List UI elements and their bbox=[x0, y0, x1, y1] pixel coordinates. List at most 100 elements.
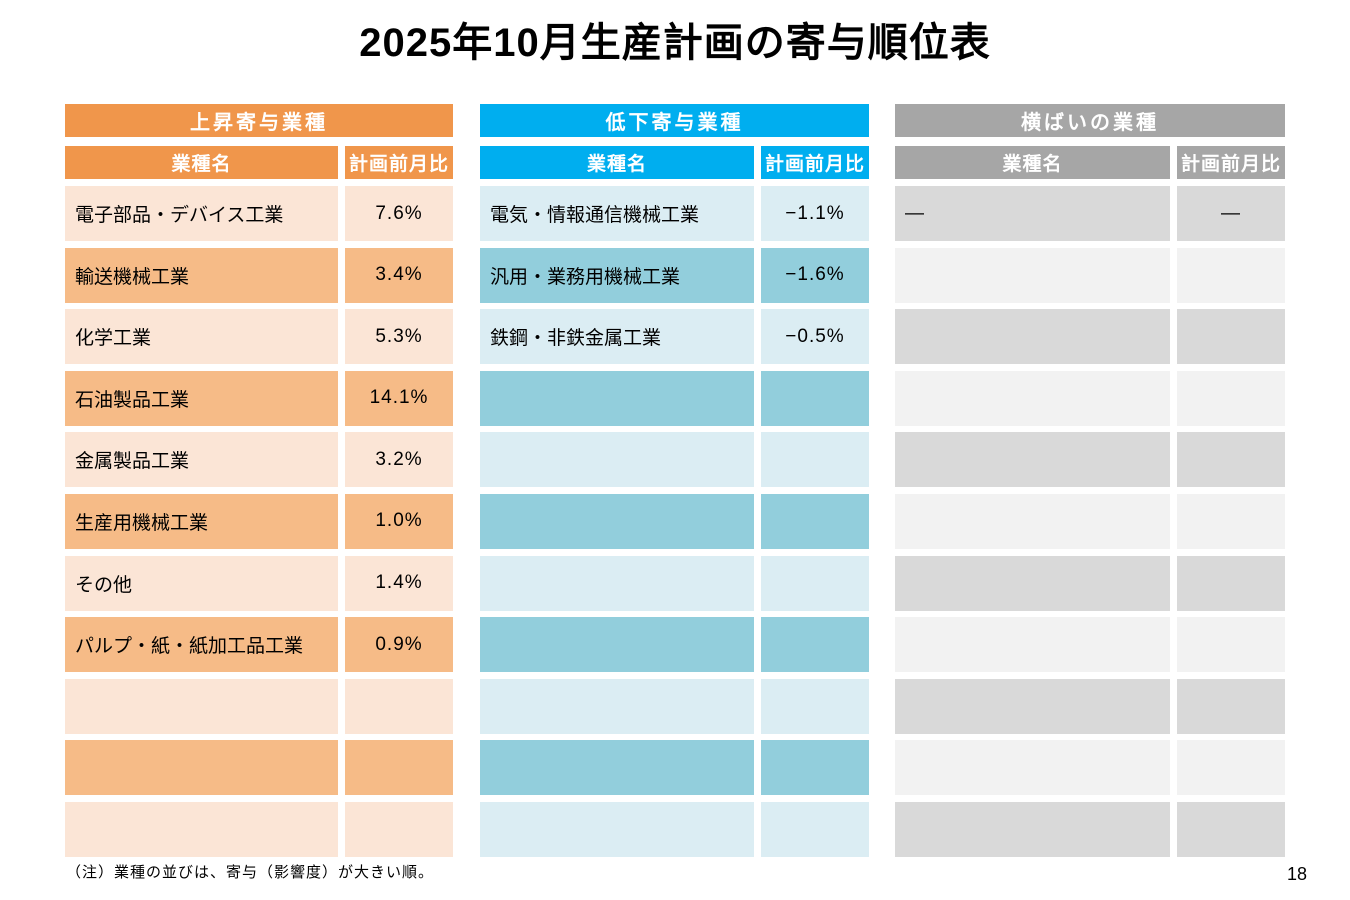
plan-mom-value-cell: −0.5% bbox=[761, 309, 869, 365]
industry-name-cell bbox=[480, 678, 754, 734]
column-header-row: 業種名 計画前月比 bbox=[480, 146, 869, 179]
table-title: 上昇寄与業種 bbox=[65, 104, 453, 137]
industry-name-cell bbox=[65, 801, 338, 857]
industry-name-cell: 石油製品工業 bbox=[65, 370, 338, 426]
plan-mom-value-cell: ― bbox=[1177, 186, 1285, 241]
table-row: 電気・情報通信機械工業 −1.1% bbox=[480, 186, 869, 241]
plan-mom-value-cell: 0.9% bbox=[345, 617, 453, 673]
plan-mom-value-cell: 14.1% bbox=[345, 370, 453, 426]
plan-mom-value-cell bbox=[1177, 247, 1285, 303]
plan-mom-value-cell bbox=[1177, 555, 1285, 611]
table-row bbox=[895, 617, 1285, 673]
table-row bbox=[480, 370, 869, 426]
plan-mom-value-cell bbox=[761, 370, 869, 426]
industry-name-cell bbox=[480, 740, 754, 796]
table-title: 低下寄与業種 bbox=[480, 104, 869, 137]
plan-mom-value-cell bbox=[1177, 309, 1285, 365]
table-row bbox=[480, 617, 869, 673]
page-title: 2025年10月生産計画の寄与順位表 bbox=[359, 21, 991, 65]
table-row: 電子部品・デバイス工業 7.6% bbox=[65, 186, 453, 241]
industry-name-cell bbox=[895, 493, 1170, 549]
table-row: 輸送機械工業 3.4% bbox=[65, 247, 453, 303]
plan-mom-value-cell bbox=[345, 740, 453, 796]
industry-name-cell: パルプ・紙・紙加工品工業 bbox=[65, 617, 338, 673]
plan-mom-value-cell bbox=[1177, 617, 1285, 673]
industry-name-cell: 鉄鋼・非鉄金属工業 bbox=[480, 309, 754, 365]
column-header-plan-mom: 計画前月比 bbox=[345, 146, 453, 179]
table-row bbox=[480, 432, 869, 488]
table-row: 石油製品工業 14.1% bbox=[65, 370, 453, 426]
plan-mom-value-cell bbox=[1177, 678, 1285, 734]
industry-name-cell bbox=[895, 247, 1170, 303]
industry-name-cell: 輸送機械工業 bbox=[65, 247, 338, 303]
declining-contribution-table: 低下寄与業種 業種名 計画前月比 電気・情報通信機械工業 −1.1% 汎用・業務用機… bbox=[480, 104, 869, 864]
table-title: 横ばいの業種 bbox=[895, 104, 1285, 137]
table-rows: 電気・情報通信機械工業 −1.1% 汎用・業務用機械工業 −1.6% 鉄鋼・非鉄金属工業… bbox=[480, 186, 869, 857]
plan-mom-value-cell bbox=[761, 493, 869, 549]
plan-mom-value-cell bbox=[761, 617, 869, 673]
plan-mom-value-cell: 1.0% bbox=[345, 493, 453, 549]
industry-name-cell bbox=[895, 617, 1170, 673]
plan-mom-value-cell bbox=[1177, 801, 1285, 857]
plan-mom-value-cell bbox=[761, 740, 869, 796]
industry-name-cell bbox=[480, 432, 754, 488]
column-header-plan-mom: 計画前月比 bbox=[761, 146, 869, 179]
table-row bbox=[895, 493, 1285, 549]
table-row: 金属製品工業 3.2% bbox=[65, 432, 453, 488]
table-row: パルプ・紙・紙加工品工業 0.9% bbox=[65, 617, 453, 673]
table-row: 化学工業 5.3% bbox=[65, 309, 453, 365]
industry-name-cell: 電子部品・デバイス工業 bbox=[65, 186, 338, 241]
plan-mom-value-cell bbox=[1177, 432, 1285, 488]
table-row bbox=[480, 801, 869, 857]
table-row bbox=[65, 740, 453, 796]
column-header-industry-name: 業種名 bbox=[895, 146, 1170, 179]
plan-mom-value-cell bbox=[345, 678, 453, 734]
industry-name-cell bbox=[895, 432, 1170, 488]
industry-name-cell bbox=[895, 801, 1170, 857]
table-row bbox=[65, 678, 453, 734]
plan-mom-value-cell bbox=[1177, 370, 1285, 426]
column-header-plan-mom: 計画前月比 bbox=[1177, 146, 1285, 179]
table-row bbox=[480, 678, 869, 734]
footnote: （注）業種の並びは、寄与（影響度）が大きい順。 bbox=[66, 864, 435, 881]
plan-mom-value-cell bbox=[1177, 493, 1285, 549]
table-row bbox=[895, 740, 1285, 796]
plan-mom-value-cell: −1.6% bbox=[761, 247, 869, 303]
plan-mom-value-cell: 1.4% bbox=[345, 555, 453, 611]
industry-name-cell bbox=[480, 493, 754, 549]
table-row bbox=[895, 801, 1285, 857]
industry-name-cell bbox=[480, 370, 754, 426]
column-header-row: 業種名 計画前月比 bbox=[895, 146, 1285, 179]
table-row bbox=[895, 555, 1285, 611]
table-row: 鉄鋼・非鉄金属工業 −0.5% bbox=[480, 309, 869, 365]
industry-name-cell: その他 bbox=[65, 555, 338, 611]
column-header-industry-name: 業種名 bbox=[65, 146, 338, 179]
industry-name-cell bbox=[65, 740, 338, 796]
industry-name-cell bbox=[480, 801, 754, 857]
table-row: 汎用・業務用機械工業 −1.6% bbox=[480, 247, 869, 303]
industry-name-cell: 汎用・業務用機械工業 bbox=[480, 247, 754, 303]
table-row bbox=[895, 309, 1285, 365]
industry-name-cell bbox=[480, 617, 754, 673]
rising-contribution-table: 上昇寄与業種 業種名 計画前月比 電子部品・デバイス工業 7.6% 輸送機械工業 3.… bbox=[65, 104, 453, 864]
table-row bbox=[480, 555, 869, 611]
industry-name-cell: 化学工業 bbox=[65, 309, 338, 365]
table-row bbox=[65, 801, 453, 857]
industry-name-cell: 金属製品工業 bbox=[65, 432, 338, 488]
plan-mom-value-cell: 3.2% bbox=[345, 432, 453, 488]
table-row: 生産用機械工業 1.0% bbox=[65, 493, 453, 549]
industry-name-cell bbox=[480, 555, 754, 611]
plan-mom-value-cell bbox=[761, 678, 869, 734]
table-row bbox=[480, 493, 869, 549]
table-row bbox=[895, 247, 1285, 303]
industry-name-cell bbox=[895, 678, 1170, 734]
table-row bbox=[895, 370, 1285, 426]
table-rows: ― ― bbox=[895, 186, 1285, 857]
plan-mom-value-cell bbox=[761, 555, 869, 611]
table-row: その他 1.4% bbox=[65, 555, 453, 611]
table-row: ― ― bbox=[895, 186, 1285, 241]
industry-name-cell: 電気・情報通信機械工業 bbox=[480, 186, 754, 241]
plan-mom-value-cell: 5.3% bbox=[345, 309, 453, 365]
plan-mom-value-cell: 3.4% bbox=[345, 247, 453, 303]
